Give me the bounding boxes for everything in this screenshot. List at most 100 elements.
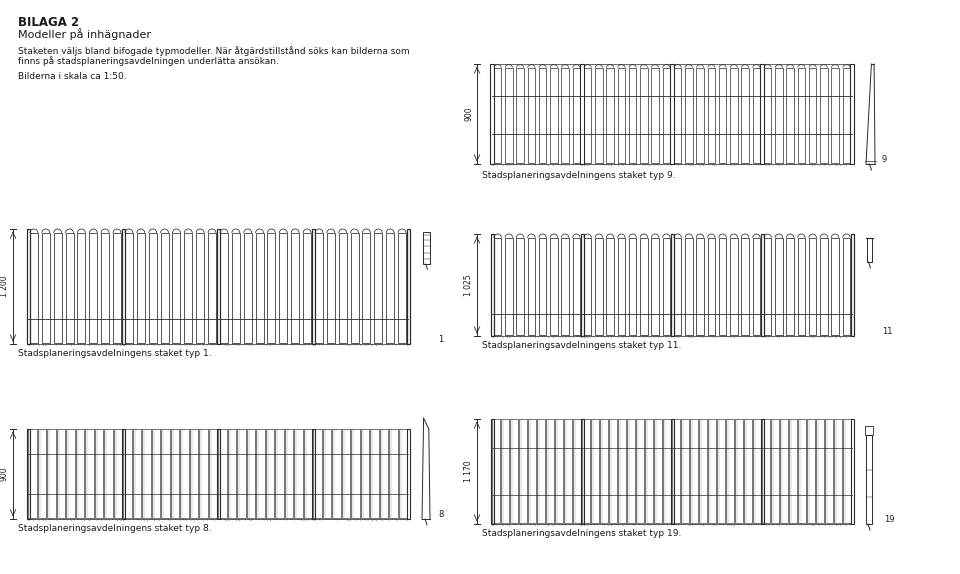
Bar — [771, 419, 780, 523]
Bar — [867, 238, 872, 262]
Bar — [104, 429, 112, 518]
Bar — [363, 233, 371, 343]
Bar — [37, 429, 46, 518]
Bar — [389, 429, 397, 518]
Bar — [786, 238, 794, 335]
Bar — [629, 68, 636, 163]
Bar — [564, 419, 572, 523]
Bar — [528, 238, 535, 335]
Bar — [753, 238, 760, 335]
Bar — [142, 429, 151, 518]
Bar — [539, 238, 546, 335]
Bar — [816, 419, 825, 523]
Bar — [173, 233, 180, 343]
Bar — [735, 419, 743, 523]
Bar — [670, 419, 674, 524]
Bar — [708, 419, 716, 523]
Bar — [584, 238, 591, 335]
Bar — [731, 68, 737, 163]
Bar — [629, 238, 636, 335]
Bar — [708, 238, 715, 335]
Text: Bilderna i skala ca 1:50.: Bilderna i skala ca 1:50. — [18, 72, 127, 81]
Bar — [339, 233, 347, 343]
Bar — [516, 68, 524, 163]
Bar — [607, 238, 613, 335]
Bar — [54, 233, 61, 343]
Bar — [600, 419, 609, 523]
Bar — [617, 68, 625, 163]
Bar — [591, 419, 599, 523]
Bar — [670, 64, 674, 164]
Bar — [708, 68, 715, 163]
Bar — [831, 238, 839, 335]
Bar — [662, 238, 670, 335]
Bar — [423, 232, 430, 264]
Bar — [798, 68, 805, 163]
Bar — [636, 419, 644, 523]
Bar — [640, 68, 647, 163]
Text: 1: 1 — [438, 335, 444, 344]
Bar — [654, 419, 662, 523]
Bar — [493, 238, 501, 335]
Bar — [149, 233, 156, 343]
Bar — [851, 64, 853, 164]
Bar — [492, 419, 500, 523]
Bar — [30, 233, 37, 343]
Text: 900: 900 — [464, 107, 473, 121]
Bar — [123, 429, 132, 518]
Bar — [696, 238, 704, 335]
Bar — [670, 234, 674, 336]
Bar — [66, 429, 75, 518]
Bar — [741, 68, 749, 163]
Bar — [539, 68, 546, 163]
Bar — [762, 419, 770, 523]
Bar — [776, 68, 782, 163]
Bar — [232, 233, 240, 343]
Bar — [516, 238, 524, 335]
Bar — [618, 419, 626, 523]
Text: Stadsplaneringsavdelningens staket typ 19.: Stadsplaneringsavdelningens staket typ 1… — [482, 529, 682, 538]
Text: Stadsplaneringsavdelningens staket typ 9.: Stadsplaneringsavdelningens staket typ 9… — [482, 171, 676, 180]
Bar — [184, 233, 192, 343]
Bar — [807, 419, 815, 523]
Bar — [789, 419, 797, 523]
Bar — [809, 238, 816, 335]
Bar — [218, 429, 227, 518]
Bar — [113, 429, 122, 518]
Bar — [595, 238, 603, 335]
Bar — [161, 429, 170, 518]
Bar — [398, 233, 406, 343]
Bar — [699, 419, 708, 523]
Bar — [546, 419, 554, 523]
Bar — [220, 233, 228, 343]
Bar — [370, 429, 378, 518]
Bar — [580, 64, 584, 164]
Bar — [573, 419, 581, 523]
Bar — [550, 68, 558, 163]
Bar — [674, 68, 682, 163]
Bar — [284, 429, 293, 518]
Bar — [652, 238, 659, 335]
Text: Stadsplaneringsavdelningens staket typ 8.: Stadsplaneringsavdelningens staket typ 8… — [18, 524, 211, 533]
Bar — [685, 68, 692, 163]
Text: 19: 19 — [884, 515, 895, 524]
Bar — [798, 238, 805, 335]
Bar — [217, 229, 220, 344]
Bar — [152, 429, 160, 518]
Bar — [208, 429, 217, 518]
Bar — [196, 233, 204, 343]
Bar — [825, 419, 833, 523]
Bar — [581, 234, 584, 336]
Bar — [57, 429, 65, 518]
Bar — [180, 429, 188, 518]
Bar — [160, 233, 169, 343]
Bar — [865, 426, 873, 435]
Bar — [764, 68, 771, 163]
Bar — [760, 419, 763, 524]
Bar — [528, 68, 535, 163]
Bar — [584, 68, 591, 163]
Bar — [645, 419, 653, 523]
Bar — [851, 419, 853, 524]
Text: Modeller på inhägnader: Modeller på inhägnader — [18, 28, 151, 40]
Bar — [607, 68, 613, 163]
